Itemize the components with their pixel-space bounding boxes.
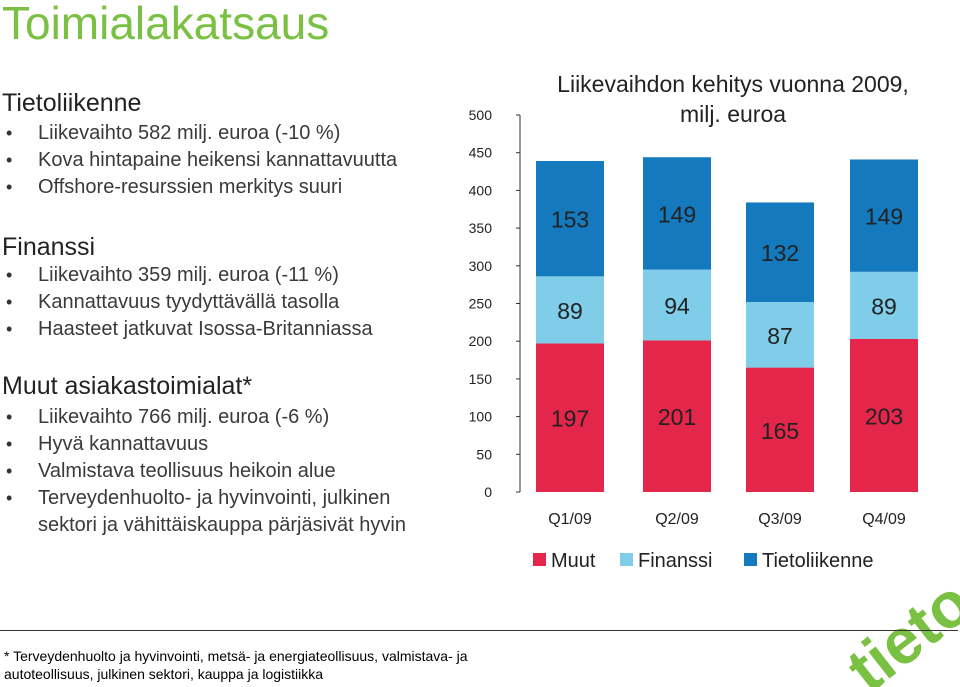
data-label: 153 [551, 207, 589, 233]
y-tick-label: 100 [469, 409, 493, 425]
y-tick-label: 500 [469, 107, 493, 123]
legend-label: Muut [551, 550, 596, 572]
footnote-line: autoteollisuus, julkinen sektori, kauppa… [4, 666, 323, 682]
y-tick-label: 300 [469, 258, 493, 274]
x-tick-label: Q1/09 [548, 511, 592, 528]
data-label: 201 [658, 404, 696, 430]
data-label: 203 [865, 403, 903, 429]
y-tick-label: 450 [469, 145, 493, 161]
data-label: 87 [767, 323, 793, 349]
data-label: 89 [871, 293, 897, 319]
x-tick-label: Q4/09 [862, 511, 906, 528]
data-label: 94 [664, 293, 690, 319]
data-label: 165 [761, 418, 799, 444]
chart-title: Liikevaihdon kehitys vuonna 2009, [557, 71, 909, 97]
legend-swatch [533, 553, 546, 566]
legend-label: Finanssi [638, 550, 712, 572]
data-label: 132 [761, 240, 799, 266]
data-label: 149 [865, 204, 903, 230]
legend-swatch [620, 553, 633, 566]
footnote-line: * Terveydenhuolto ja hyvinvointi, metsä-… [4, 648, 468, 664]
x-tick-label: Q2/09 [655, 511, 699, 528]
chart-title-line-2: milj. euroa [680, 101, 786, 127]
y-tick-label: 400 [469, 182, 493, 198]
y-tick-label: 50 [476, 446, 492, 462]
x-tick-label: Q3/09 [758, 511, 802, 528]
legend-swatch [744, 553, 757, 566]
data-label: 197 [551, 406, 589, 432]
data-label: 89 [557, 298, 583, 324]
y-tick-label: 200 [469, 333, 493, 349]
y-tick-label: 250 [469, 296, 493, 312]
footnote: * Terveydenhuolto ja hyvinvointi, metsä-… [0, 630, 958, 683]
y-tick-label: 350 [469, 220, 493, 236]
y-tick-label: 0 [484, 484, 492, 500]
data-label: 149 [658, 201, 696, 227]
y-tick-label: 150 [469, 371, 493, 387]
